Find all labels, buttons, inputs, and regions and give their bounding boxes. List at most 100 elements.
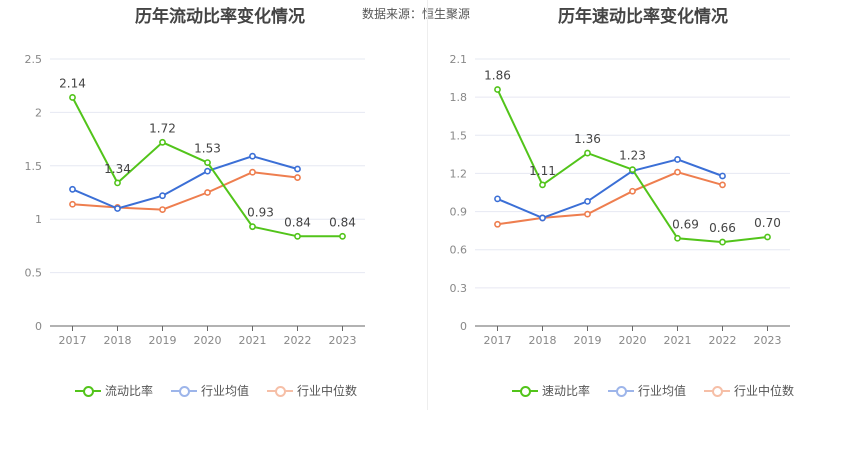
data-point (159, 206, 166, 213)
data-point (249, 168, 256, 176)
y-tick-label: 2 (35, 106, 42, 119)
data-point (719, 172, 726, 180)
data-point (69, 200, 76, 208)
data-label: 0.70 (754, 216, 781, 230)
data-point (719, 181, 726, 189)
data-label: 1.53 (194, 142, 221, 156)
x-tick-label: 2022 (709, 334, 737, 347)
data-point (584, 149, 591, 157)
data-label: 0.84 (329, 215, 356, 229)
legend-item-quick-ratio[interactable]: 速动比率 (512, 382, 590, 399)
legend-marker-line-icon (608, 384, 635, 398)
legend-marker-line-icon (267, 384, 294, 398)
series-line-industry-median (72, 171, 298, 211)
data-point (339, 232, 346, 240)
data-label: 0.69 (672, 217, 699, 231)
data-point (204, 167, 211, 175)
legend-label: 行业均值 (638, 384, 687, 398)
legend-item-industry-mean[interactable]: 行业均值 (171, 382, 249, 399)
data-label: 2.14 (59, 76, 86, 90)
data-point (159, 138, 166, 146)
x-tick-label: 2020 (619, 334, 647, 347)
data-point (764, 233, 771, 241)
x-tick-label: 2022 (284, 334, 312, 347)
chart-divider (427, 0, 428, 410)
data-point (629, 166, 636, 174)
y-tick-label: 2.5 (25, 53, 43, 66)
data-point (159, 192, 166, 200)
legend-item-industry-median[interactable]: 行业中位数 (267, 382, 357, 399)
series-line-industry-mean (497, 158, 723, 219)
data-point (674, 234, 681, 242)
y-tick-label: 0.6 (450, 244, 468, 257)
data-point (674, 156, 681, 163)
y-tick-label: 1.8 (450, 91, 468, 104)
legend-label: 速动比率 (542, 384, 591, 398)
data-point (719, 238, 726, 246)
data-point (204, 159, 211, 166)
current-ratio-chart: 0 0.5 1 1.5 2 2.5 2017 2018 2019 2020 2021 2022 2023… (25, 53, 365, 347)
y-tick-label: 0 (35, 320, 42, 333)
data-point (494, 86, 501, 93)
x-tick-label: 2017 (59, 334, 87, 347)
legend-marker-line-icon (171, 384, 198, 398)
x-tick-label: 2021 (239, 334, 267, 347)
legend-item-industry-mean[interactable]: 行业均值 (608, 382, 686, 399)
data-point (494, 195, 501, 203)
data-point (204, 189, 211, 196)
data-label: 1.34 (104, 162, 131, 176)
data-point (69, 185, 76, 193)
x-tick-label: 2020 (194, 334, 222, 347)
x-tick-label: 2023 (329, 334, 357, 347)
data-point (584, 210, 591, 218)
data-point (294, 165, 301, 173)
data-point (494, 220, 501, 228)
legend-item-current-ratio[interactable]: 流动比率 (75, 382, 153, 399)
y-tick-label: 2.1 (450, 53, 468, 66)
y-tick-label: 0.5 (25, 267, 43, 280)
quick-ratio-chart: 0 0.3 0.6 0.9 1.2 1.5 1.8 2.1 2017 2018 2019 2020 20… (450, 53, 790, 347)
x-tick-label: 2018 (104, 334, 132, 347)
legend-label: 行业均值 (201, 384, 250, 398)
x-tick-label: 2017 (484, 334, 512, 347)
legend-item-industry-median[interactable]: 行业中位数 (704, 382, 794, 399)
y-tick-label: 0.3 (450, 282, 468, 295)
legend-marker-line-icon (704, 384, 731, 398)
y-tick-label: 0.9 (450, 206, 468, 219)
data-point (114, 179, 121, 187)
data-source-note: 数据来源：恒生聚源 (362, 7, 471, 21)
chart-title-quick-ratio: 历年速动比率变化情况 (558, 7, 728, 27)
data-point (294, 232, 301, 240)
series-line-industry-mean (72, 155, 298, 210)
legend-current-ratio[interactable]: 流动比率 行业均值 行业中位数 (75, 382, 357, 399)
x-tick-label: 2023 (754, 334, 782, 347)
data-label: 1.72 (149, 121, 176, 135)
chart-title-current-ratio: 历年流动比率变化情况 (135, 7, 305, 27)
y-tick-label: 1.5 (450, 129, 468, 142)
y-tick-label: 0 (460, 320, 467, 333)
legend-marker-line-icon (75, 384, 101, 398)
legend-label: 行业中位数 (734, 384, 795, 398)
data-point (674, 168, 681, 176)
series-line-industry-median (497, 171, 723, 226)
y-tick-label: 1 (35, 213, 42, 226)
x-tick-label: 2019 (149, 334, 177, 347)
data-point (114, 205, 121, 212)
data-point (584, 197, 591, 205)
y-tick-label: 1.5 (25, 160, 43, 173)
x-tick-label: 2018 (529, 334, 557, 347)
data-label: 1.86 (484, 69, 511, 83)
legend-quick-ratio[interactable]: 速动比率 行业均值 行业中位数 (512, 382, 794, 399)
data-label: 1.11 (529, 164, 556, 178)
data-point (629, 187, 636, 195)
data-label: 1.36 (574, 132, 601, 146)
y-tick-label: 1.2 (450, 167, 468, 180)
data-point (249, 223, 256, 231)
data-label: 0.93 (247, 206, 274, 220)
legend-marker-line-icon (512, 384, 538, 398)
data-label: 0.66 (709, 221, 736, 235)
legend-label: 行业中位数 (297, 384, 358, 398)
x-tick-label: 2021 (664, 334, 692, 347)
data-point (539, 181, 546, 189)
data-point (539, 214, 546, 222)
